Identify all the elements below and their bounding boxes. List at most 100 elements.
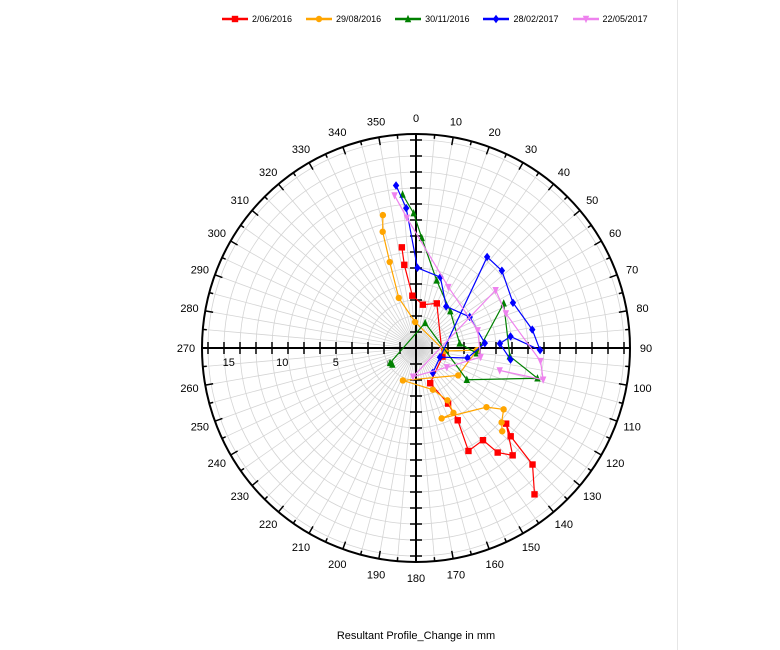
angle-tick-label: 310 [231, 195, 249, 207]
angle-tick [518, 162, 524, 170]
angle-tick-label: 320 [259, 167, 277, 179]
angle-tick-label: 20 [489, 127, 501, 139]
data-point [442, 302, 450, 311]
data-point [379, 228, 386, 235]
data-point [436, 353, 444, 362]
data-point [445, 283, 452, 292]
grid-spoke [209, 292, 417, 349]
data-point [483, 252, 491, 262]
grid-spoke [214, 347, 417, 422]
data-point [450, 409, 457, 417]
angle-tick [618, 383, 627, 386]
angle-tick-label: 260 [180, 383, 198, 395]
data-point [502, 310, 510, 318]
angle-tick-label: 240 [208, 458, 226, 470]
grid-spoke [415, 210, 581, 349]
grid-spoke [415, 172, 540, 349]
angle-tick [504, 538, 508, 543]
angle-tick-label: 210 [292, 542, 310, 554]
angle-tick-label: 270 [177, 343, 195, 355]
legend-marker [315, 15, 323, 23]
grid-spoke [415, 153, 507, 349]
grid-spoke [205, 347, 417, 386]
angle-tick [504, 153, 508, 158]
angle-tick [378, 137, 381, 146]
grid-spoke [415, 347, 618, 422]
radial-tick-label: 5 [333, 357, 339, 369]
angle-tick [240, 467, 245, 472]
angle-tick [251, 479, 259, 487]
angle-tick [469, 141, 473, 146]
grid-spoke [360, 347, 417, 555]
angle-tick-label: 190 [367, 570, 385, 582]
grid-spoke [415, 347, 554, 513]
data-point [498, 266, 506, 275]
series-1 [379, 211, 507, 435]
grid-spoke [415, 310, 627, 349]
angle-tick-label: 300 [208, 228, 226, 240]
grid-spoke [202, 347, 417, 368]
series-2 [386, 190, 541, 383]
legend-label: 2/06/2016 [252, 14, 293, 24]
data-point [481, 338, 489, 348]
grid-spoke [415, 146, 490, 349]
angle-tick [214, 274, 223, 279]
data-point [447, 307, 454, 315]
legend-item: 22/05/2017 [572, 14, 648, 24]
angle-tick-label: 130 [583, 491, 601, 503]
grid-spoke [360, 141, 417, 349]
data-point [454, 372, 462, 379]
angle-tick [618, 310, 627, 313]
legend-item: 2/06/2016 [222, 14, 292, 24]
angle-tick [594, 240, 602, 246]
angle-tick [359, 141, 363, 146]
grid-spoke [415, 347, 472, 555]
data-point [494, 449, 501, 456]
grid-spoke [415, 141, 472, 349]
angle-tick [573, 479, 581, 487]
angle-tick [609, 274, 618, 279]
angle-tick [324, 538, 328, 543]
angle-tick [205, 310, 214, 313]
data-point [499, 428, 506, 435]
angle-tick [209, 291, 214, 295]
data-point [421, 318, 429, 327]
angle-tick [221, 436, 226, 440]
grid-spoke [251, 347, 417, 486]
grid-spoke [325, 153, 417, 349]
legend-item: 29/08/2016 [306, 14, 381, 24]
angle-tick [292, 172, 297, 177]
grid-spoke [230, 240, 417, 349]
grid-spoke [278, 183, 417, 349]
angle-tick-label: 30 [525, 144, 537, 156]
angle-tick [359, 550, 363, 555]
angle-tick [547, 505, 555, 513]
grid-spoke [378, 137, 417, 349]
grid-spoke [415, 347, 524, 534]
data-point [465, 447, 472, 455]
data-point [496, 367, 503, 375]
series-line [395, 185, 542, 374]
angle-tick [587, 224, 592, 229]
grid-spoke [292, 347, 417, 524]
angle-tick-label: 340 [328, 127, 346, 139]
grid-spoke [221, 257, 417, 349]
legend-swatch [483, 14, 510, 24]
grid-spoke [264, 347, 417, 500]
legend-swatch [395, 14, 422, 23]
data-point [401, 261, 408, 269]
data-point [437, 272, 444, 282]
grid-spoke [415, 137, 454, 349]
grid-spoke [396, 134, 417, 349]
data-point [392, 181, 400, 190]
angle-tick [485, 541, 490, 550]
data-point [438, 415, 445, 422]
grid-spoke [415, 347, 436, 562]
data-point [433, 300, 441, 307]
legend-item: 30/11/2016 [395, 14, 469, 24]
grid-spoke [415, 347, 581, 486]
grid-spoke [264, 196, 417, 349]
angle-tick [308, 526, 314, 534]
grid-spoke [415, 162, 524, 349]
angle-tick [277, 183, 285, 191]
